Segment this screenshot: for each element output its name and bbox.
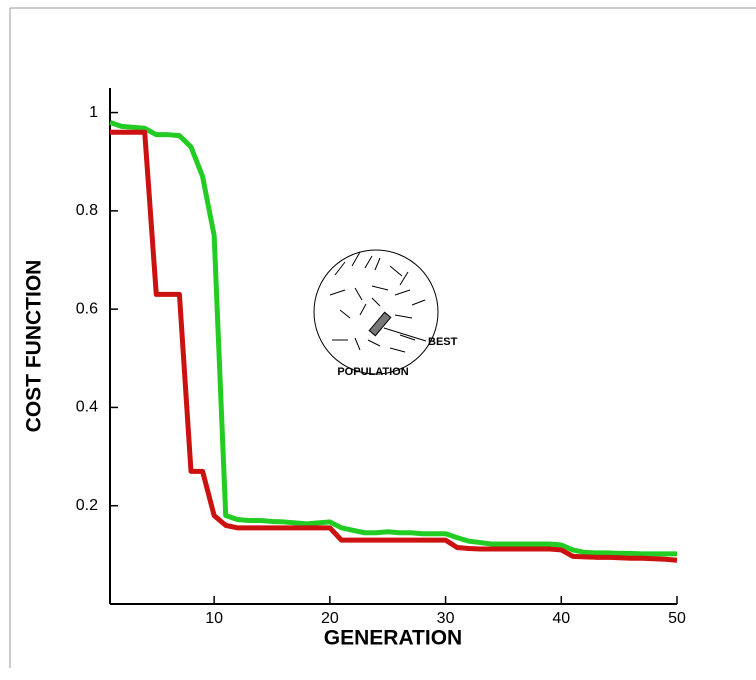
series-line — [109, 120, 677, 557]
x-tick-label: 50 — [668, 610, 686, 627]
y-tick-label: 0.2 — [76, 497, 98, 514]
annotation: POPULATION — [337, 366, 408, 378]
x-axis-title: GENERATION — [324, 627, 462, 650]
y-tick-label: 0.4 — [76, 399, 98, 416]
y-tick-label: 0.6 — [76, 300, 98, 317]
annotation: BEST — [428, 336, 458, 348]
y-axis-title: COST FUNCTION — [23, 260, 46, 433]
y-tick-label: 1 — [89, 104, 98, 121]
series-line — [110, 129, 678, 563]
y-tick-label: 0.8 — [76, 202, 98, 219]
population-inset — [313, 249, 439, 375]
x-tick-label: 20 — [321, 610, 339, 627]
x-tick-label: 10 — [205, 610, 223, 627]
x-tick-label: 30 — [437, 610, 455, 627]
x-tick-label: 40 — [552, 610, 570, 627]
